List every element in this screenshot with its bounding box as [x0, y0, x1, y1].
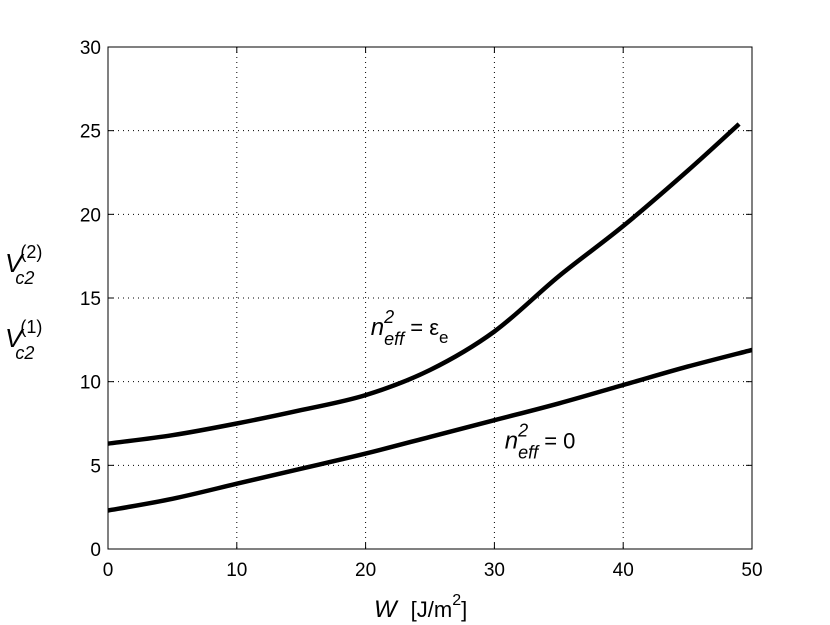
grid-lines: [108, 47, 752, 549]
x-tick-label: 10: [226, 560, 247, 581]
x-tick-label: 20: [355, 560, 376, 581]
curve-label-2-sub: eff: [518, 443, 540, 463]
curve-label-2-rhs: = 0: [538, 429, 575, 454]
curve-label-1-sup: 2: [383, 307, 394, 327]
curve-label-1-sub: eff: [384, 329, 406, 349]
plot-frame: [107, 46, 753, 550]
y-tick-label: 30: [80, 38, 101, 59]
curve-label-1-rhs-sub: e: [439, 328, 448, 347]
y-tick-label: 25: [80, 122, 101, 143]
y-tick-label: 20: [80, 205, 101, 226]
y-tick-label: 10: [80, 373, 101, 394]
curve-label-2-sup: 2: [517, 421, 528, 441]
y-tick-label: 5: [90, 456, 101, 477]
series-line-2: [107, 347, 753, 513]
y-tick-label: 0: [90, 540, 101, 561]
x-tick-label: 40: [613, 560, 634, 581]
curve-label-1-rhs: = ε: [404, 315, 439, 340]
y-tick-label: 15: [80, 289, 101, 310]
x-tick-label: 0: [103, 560, 114, 581]
series-line-1: [107, 122, 741, 446]
curve-label-2: n2 eff = 0: [505, 421, 576, 463]
curve-label-1-base: n: [371, 314, 384, 341]
x-tick-label: 30: [484, 560, 505, 581]
curve-label-1: n2 eff = εe: [371, 307, 449, 349]
axis-ticks: 0 10 20 30 40 50 0 5 10 15 20 25 30: [80, 38, 763, 581]
x-tick-label: 50: [741, 560, 762, 581]
x-axis-label: W [J/m2]: [374, 592, 467, 623]
curve-label-2-base: n: [505, 428, 518, 455]
series-lines: [107, 122, 753, 513]
y-axis-label-bottom: V(1) c2: [5, 317, 42, 363]
y-axis-label-top: V(2) c2: [5, 242, 42, 288]
